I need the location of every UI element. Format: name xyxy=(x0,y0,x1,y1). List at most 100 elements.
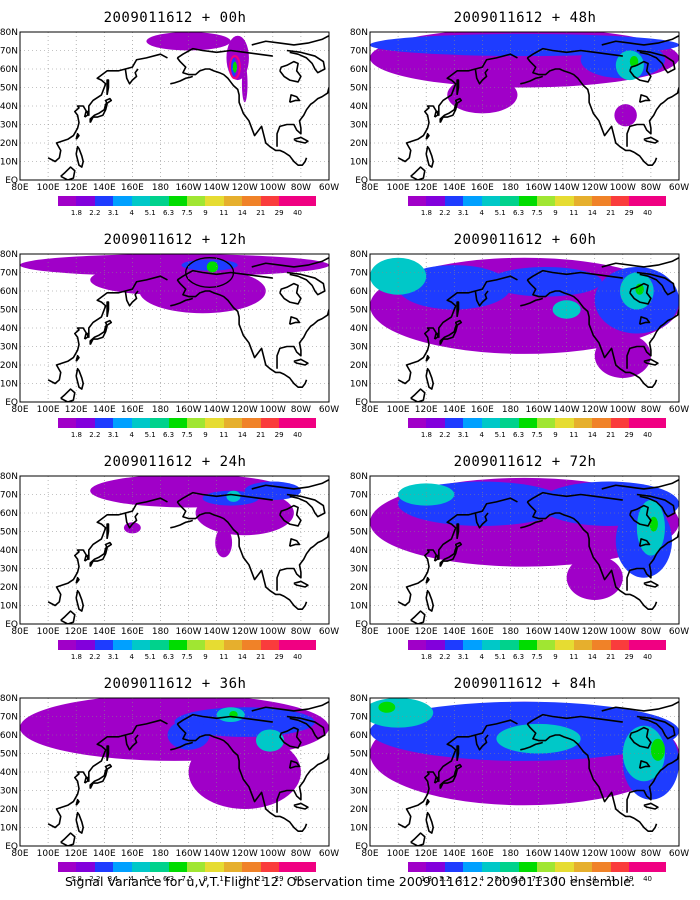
coastline xyxy=(170,75,194,85)
lon-tick-label: 180 xyxy=(502,405,519,415)
panel-title: 2009011612 + 60h xyxy=(453,232,597,248)
map-panel: 2009011612 + 36h 80E 100E 120E 140E 160E 180 16… xyxy=(0,666,350,888)
colorbar-label: 21 xyxy=(606,431,616,439)
colorbar-swatch xyxy=(408,196,427,206)
colorbar-label: 2.2 xyxy=(89,209,101,217)
coastline xyxy=(279,726,302,749)
colorbar-label: 6.3 xyxy=(512,653,525,661)
variance-map: 80E 100E 120E 140E 160E 180 160W 140W 120W 100W 80… xyxy=(350,28,689,193)
lat-tick-label: 40N xyxy=(350,102,368,112)
map-frame xyxy=(369,253,680,403)
colorbar-swatch xyxy=(500,418,520,428)
coastline xyxy=(176,57,308,166)
lon-tick-label: 120W xyxy=(232,183,258,193)
colorbar-swatch xyxy=(481,640,501,650)
lon-tick-label: 180 xyxy=(152,405,169,415)
colorbar-label: 6.3 xyxy=(162,431,175,439)
colorbar-swatch xyxy=(537,862,556,872)
colorbar-swatch xyxy=(518,862,538,872)
lon-tick-label: 100E xyxy=(37,183,60,193)
colorbar-label: 1.8 xyxy=(70,653,82,661)
coastline xyxy=(629,726,652,749)
colorbar-swatch xyxy=(573,640,593,650)
coastline xyxy=(526,57,658,166)
variance-shading xyxy=(232,61,238,73)
map-panel: 2009011612 + 48h 80E 100E 120E 140E 160E 180 16… xyxy=(350,0,700,222)
lon-tick-label: 120E xyxy=(65,405,88,415)
lon-tick-label: 160E xyxy=(471,849,494,859)
lon-tick-label: 180 xyxy=(152,849,169,859)
lon-tick-label: 140E xyxy=(443,849,466,859)
lat-tick-label: 50N xyxy=(350,750,368,760)
variance-map: 80E 100E 120E 140E 160E 180 160W 140W 120W 100W 80… xyxy=(350,694,689,859)
colorbar-swatch xyxy=(555,862,575,872)
colorbar-label: 11 xyxy=(219,875,229,883)
colorbar-label: 21 xyxy=(256,875,266,883)
lon-tick-label: 60W xyxy=(669,849,689,859)
lat-tick-label: 60N xyxy=(350,65,368,75)
coastline xyxy=(526,723,658,832)
colorbar-label: 4 xyxy=(479,875,484,883)
coastline xyxy=(410,388,426,402)
colorbar-swatch xyxy=(76,418,96,428)
colorbar-label: 40 xyxy=(643,209,653,217)
variance-shading xyxy=(489,266,602,297)
colorbar-swatch xyxy=(76,196,96,206)
lat-tick-label: 50N xyxy=(350,306,368,316)
colorbar-swatch xyxy=(187,862,206,872)
colorbar-swatch xyxy=(279,196,299,206)
coastline xyxy=(433,332,440,340)
colorbar-swatch xyxy=(205,862,225,872)
lat-tick-label: 40N xyxy=(350,546,368,556)
colorbar-label: 2.2 xyxy=(89,653,101,661)
colorbar-swatch xyxy=(518,418,538,428)
lon-tick-label: 120W xyxy=(582,627,608,637)
coastline xyxy=(643,358,659,366)
lon-tick-label: 180 xyxy=(502,183,519,193)
colorbar-swatch xyxy=(463,418,483,428)
colorbar-swatch xyxy=(187,196,206,206)
colorbar-swatch xyxy=(297,640,317,650)
colorbar-swatch xyxy=(168,640,188,650)
colorbar-label: 9 xyxy=(553,875,558,883)
lat-tick-label: 80N xyxy=(0,472,18,482)
colorbar-swatch xyxy=(187,640,206,650)
colorbar-label: 21 xyxy=(606,653,616,661)
lat-tick-label: 70N xyxy=(350,713,368,723)
variance-shading xyxy=(622,725,665,782)
coastline xyxy=(397,53,518,163)
lon-tick-label: 100W xyxy=(610,183,636,193)
coastline xyxy=(47,497,168,607)
lon-tick-label: 140W xyxy=(554,627,580,637)
coastline xyxy=(89,97,113,124)
coastline xyxy=(60,832,76,846)
colorbar-swatch xyxy=(463,196,483,206)
coastline xyxy=(626,531,679,591)
colorbar-label: 6.3 xyxy=(512,209,525,217)
coastline xyxy=(288,316,301,326)
colorbar-swatch xyxy=(629,640,649,650)
lat-tick-label: 40N xyxy=(0,768,18,778)
colorbar-label: 7.5 xyxy=(181,875,193,883)
lat-tick-label: 70N xyxy=(350,491,368,501)
coastline xyxy=(75,576,80,584)
colorbar-label: 40 xyxy=(643,431,653,439)
coastline xyxy=(433,554,440,562)
colorbar-swatch xyxy=(629,862,649,872)
coastline xyxy=(636,715,676,740)
colorbar-label: 4 xyxy=(129,653,134,661)
lon-tick-label: 180 xyxy=(152,183,169,193)
coastline xyxy=(251,256,329,268)
coastline xyxy=(425,576,430,584)
colorbar-label: 2.2 xyxy=(439,431,451,439)
colorbar-label: 14 xyxy=(587,875,597,883)
lat-tick-label: 10N xyxy=(0,380,18,390)
colorbar-label: 1.8 xyxy=(420,653,432,661)
colorbar-swatch xyxy=(260,196,280,206)
coastline xyxy=(279,504,302,527)
colorbar-swatch xyxy=(647,862,667,872)
coastline xyxy=(601,478,679,490)
lat-tick-label: 20N xyxy=(350,361,368,371)
variance-shading xyxy=(241,65,248,103)
coastline xyxy=(288,538,301,548)
